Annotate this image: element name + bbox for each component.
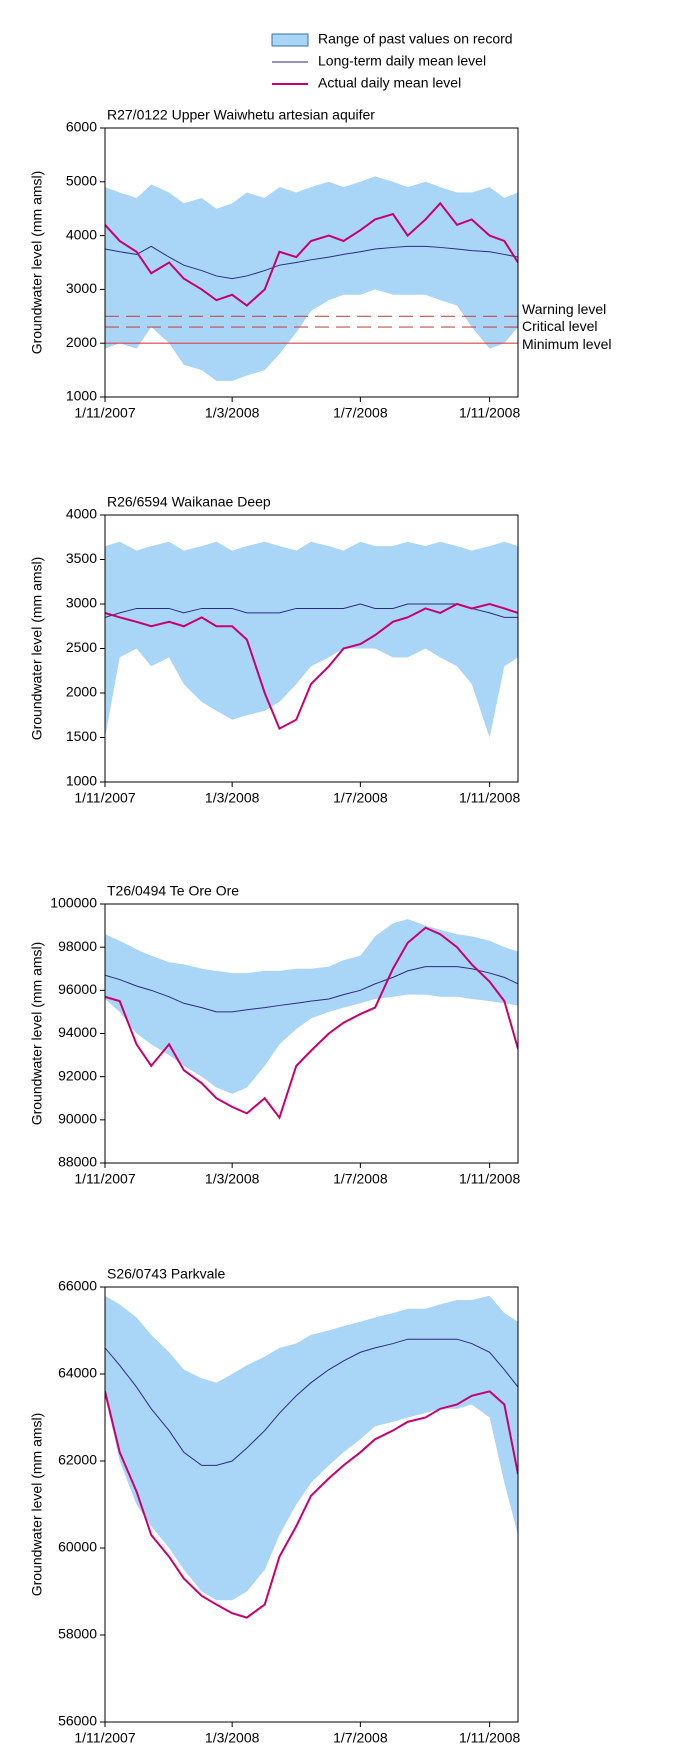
x-tick-label: 1/11/2007 [74, 1171, 135, 1187]
reference-label: Warning level [522, 301, 606, 317]
range-band [105, 176, 518, 381]
y-tick-label: 1500 [66, 728, 97, 744]
y-tick-label: 5000 [66, 173, 97, 189]
y-tick-label: 4000 [66, 226, 97, 242]
plot-area [105, 1295, 518, 1619]
y-tick-label: 98000 [58, 938, 97, 954]
y-tick-label: 92000 [58, 1067, 97, 1083]
reference-label: Critical level [522, 318, 597, 334]
y-tick-label: 3500 [66, 550, 97, 566]
chart-title: T26/0494 Te Ore Ore [107, 883, 239, 899]
mean-line [105, 603, 518, 618]
y-axis-label: Groundwater level (mm amsl) [29, 1413, 45, 1597]
y-tick-label: 96000 [58, 981, 97, 997]
y-tick-label: 1000 [66, 388, 97, 404]
chart-title: R27/0122 Upper Waiwhetu artesian aquifer [107, 107, 375, 123]
y-tick-label: 88000 [58, 1154, 97, 1170]
y-tick-label: 66000 [58, 1278, 97, 1294]
y-tick-label: 2000 [66, 684, 97, 700]
x-tick-label: 1/11/2008 [459, 790, 520, 806]
x-tick-label: 1/7/2008 [333, 405, 388, 421]
x-tick-label: 1/11/2008 [459, 1730, 520, 1744]
y-tick-label: 64000 [58, 1365, 97, 1381]
y-tick-label: 3000 [66, 595, 97, 611]
x-tick-label: 1/7/2008 [333, 790, 388, 806]
legend-swatch [271, 33, 309, 47]
actual-line [105, 602, 518, 730]
x-tick-label: 1/7/2008 [333, 1730, 388, 1744]
y-tick-label: 3000 [66, 280, 97, 296]
y-tick-label: 6000 [66, 119, 97, 135]
plot-frame [104, 1286, 519, 1723]
y-tick-label: 56000 [58, 1713, 97, 1729]
plot-area [105, 541, 518, 738]
panel: R26/6594 Waikanae Deep Groundwater level … [29, 494, 521, 806]
y-tick-label: 60000 [58, 1539, 97, 1555]
x-tick-label: 1/3/2008 [205, 790, 260, 806]
x-tick-label: 1/11/2007 [74, 405, 135, 421]
y-axis-label: Groundwater level (mm amsl) [29, 557, 45, 741]
y-tick-label: 100000 [50, 895, 97, 911]
mean-line [105, 966, 518, 1013]
panel: T26/0494 Te Ore Ore Groundwater level (mm… [29, 883, 521, 1187]
y-tick-label: 62000 [58, 1452, 97, 1468]
range-band [105, 1295, 518, 1601]
x-tick-label: 1/11/2007 [74, 1730, 135, 1744]
legend-label: Range of past values on record [318, 31, 513, 47]
mean-line [105, 1338, 518, 1466]
x-tick-label: 1/3/2008 [205, 405, 260, 421]
y-axis-label: Groundwater level (mm amsl) [29, 171, 45, 355]
actual-line [105, 1390, 518, 1619]
y-tick-label: 2000 [66, 334, 97, 350]
legend-label: Actual daily mean level [318, 75, 461, 91]
panel: R27/0122 Upper Waiwhetu artesian aquifer… [29, 107, 612, 421]
y-tick-label: 4000 [66, 506, 97, 522]
y-tick-label: 58000 [58, 1626, 97, 1642]
y-tick-label: 2500 [66, 639, 97, 655]
y-tick-label: 94000 [58, 1024, 97, 1040]
range-band [105, 919, 518, 1094]
x-tick-label: 1/11/2008 [459, 1171, 520, 1187]
x-tick-label: 1/7/2008 [333, 1171, 388, 1187]
actual-line [105, 201, 518, 307]
y-tick-label: 90000 [58, 1111, 97, 1127]
x-tick-label: 1/11/2007 [74, 790, 135, 806]
panel: S26/0743 Parkvale Groundwater level (mm a… [29, 1266, 521, 1744]
chart-title: S26/0743 Parkvale [107, 1266, 226, 1282]
chart-title: R26/6594 Waikanae Deep [107, 494, 271, 510]
x-tick-label: 1/3/2008 [205, 1171, 260, 1187]
plot-area [105, 919, 518, 1120]
plot-frame [104, 127, 519, 398]
y-tick-label: 1000 [66, 773, 97, 789]
x-tick-label: 1/3/2008 [205, 1730, 260, 1744]
plot-area [105, 176, 518, 381]
legend-label: Long-term daily mean level [318, 53, 486, 69]
actual-line [105, 926, 518, 1120]
x-tick-label: 1/11/2008 [459, 405, 520, 421]
range-band [105, 541, 518, 738]
reference-label: Minimum level [522, 336, 611, 352]
mean-line [105, 245, 518, 280]
y-axis-label: Groundwater level (mm amsl) [29, 942, 45, 1126]
